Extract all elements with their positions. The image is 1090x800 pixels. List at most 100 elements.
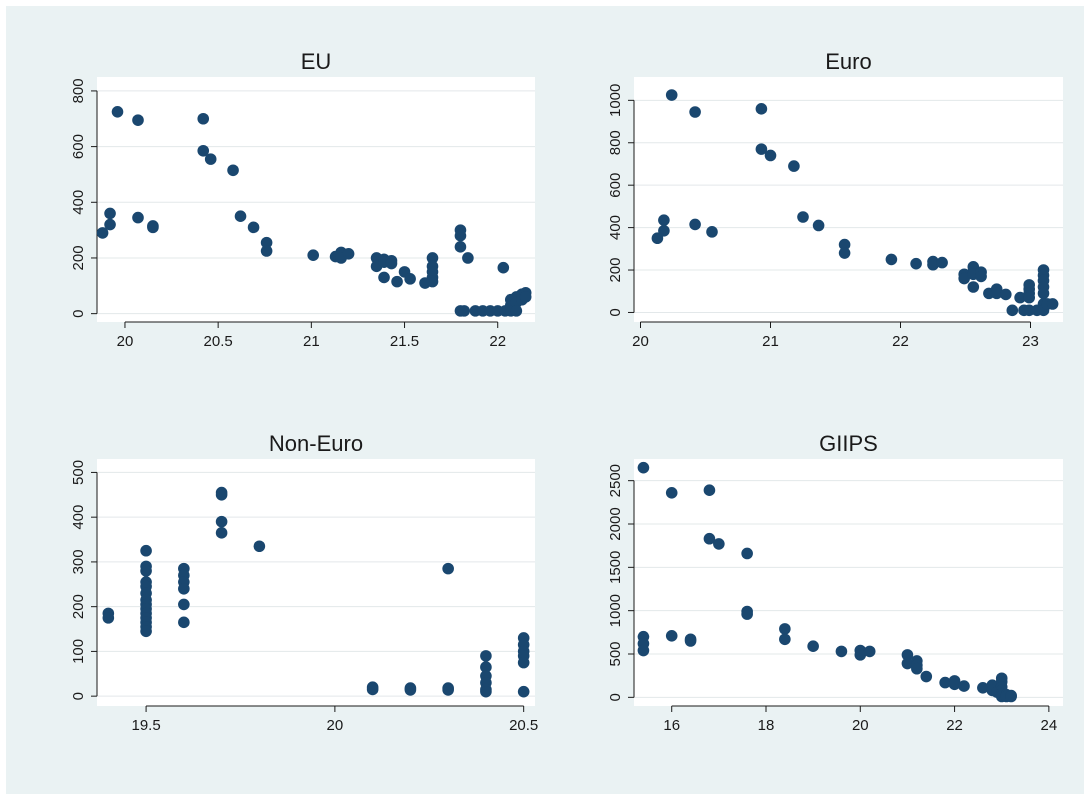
data-point-non-euro-39	[480, 685, 492, 698]
data-point-euro-19	[936, 256, 948, 269]
y-tick-label-euro-1: 200	[607, 258, 624, 283]
data-point-non-euro-35	[480, 661, 492, 673]
y-tick-label-non-euro-5: 500	[70, 460, 87, 485]
data-point-giips-27	[939, 676, 951, 689]
data-point-eu-58	[519, 291, 532, 303]
data-point-non-euro-34	[480, 650, 492, 662]
data-point-euro-11	[797, 211, 809, 223]
data-point-eu-15	[260, 245, 273, 257]
data-point-euro-7	[755, 103, 768, 115]
data-point-eu-11	[227, 164, 239, 177]
y-tick-label-giips-5: 2500	[607, 464, 624, 497]
data-point-eu-10	[204, 153, 217, 165]
data-point-non-euro-31	[442, 562, 454, 575]
data-point-euro-4	[689, 106, 701, 118]
data-point-non-euro-4	[140, 565, 152, 577]
data-point-eu-27	[385, 257, 398, 270]
data-point-non-euro-45	[517, 685, 530, 698]
data-point-giips-29	[948, 678, 961, 691]
data-point-euro-2	[658, 214, 670, 226]
data-point-non-euro-15	[140, 625, 152, 638]
plot-area-eu	[97, 77, 535, 322]
x-tick-label-euro-2: 22	[892, 333, 909, 350]
subplot-eu: EU 0 200 400 600 800 20 20.5 21 21.5 22	[70, 49, 535, 350]
plot-area-non-euro	[97, 459, 535, 706]
subplot-title-eu: EU	[301, 49, 332, 74]
data-point-giips-22	[901, 657, 914, 670]
data-point-giips-0	[637, 461, 650, 474]
data-point-eu-2	[104, 207, 116, 220]
data-point-non-euro-2	[140, 544, 152, 557]
y-tick-label-euro-4: 800	[607, 130, 624, 155]
data-point-giips-26	[920, 670, 933, 683]
x-tick-label-euro-0: 20	[632, 333, 649, 350]
data-point-eu-28	[391, 275, 403, 288]
x-tick-label-non-euro-2: 20.5	[509, 717, 538, 734]
data-point-euro-10	[788, 160, 800, 172]
plot-area-euro	[634, 77, 1063, 322]
data-point-eu-12	[234, 210, 247, 223]
data-point-non-euro-25	[215, 527, 228, 539]
x-tick-label-non-euro-1: 20	[327, 717, 344, 734]
data-point-giips-15	[779, 633, 791, 646]
data-point-giips-20	[863, 645, 876, 658]
y-tick-label-eu-1: 200	[70, 245, 87, 270]
x-tick-label-eu-1: 20.5	[204, 333, 233, 350]
x-tick-label-eu-4: 22	[489, 333, 506, 350]
data-point-euro-30	[990, 287, 1003, 300]
subplot-giips: GIIPS 0 500 1000 1500 2000 2500 16 18 20 22 24	[607, 431, 1063, 734]
data-point-euro-15	[885, 253, 898, 266]
y-tick-label-non-euro-2: 200	[70, 594, 87, 619]
subplot-non-euro: Non-Euro 0 100 200 300 400 500 19.5 20 20.5	[70, 431, 538, 734]
data-point-euro-49	[1046, 298, 1059, 310]
data-point-eu-4	[132, 114, 144, 126]
x-tick-label-eu-3: 21.5	[390, 333, 419, 350]
y-tick-label-euro-3: 600	[607, 173, 624, 198]
data-point-eu-32	[426, 252, 439, 264]
data-point-euro-5	[689, 218, 701, 231]
data-point-non-euro-28	[366, 683, 379, 696]
subplot-euro: Euro 0 200 400 600 800 1000 20 21 22 23	[607, 49, 1063, 350]
data-point-euro-21	[958, 272, 970, 285]
data-point-euro-31	[1000, 288, 1012, 301]
y-tick-label-eu-3: 600	[70, 134, 87, 159]
data-point-giips-16	[807, 640, 819, 652]
y-tick-label-giips-2: 1000	[607, 594, 624, 627]
data-point-eu-40	[462, 252, 474, 264]
data-point-non-euro-26	[253, 540, 266, 553]
data-point-giips-44	[1005, 690, 1017, 703]
data-point-eu-7	[147, 221, 159, 234]
data-point-eu-20	[342, 247, 355, 260]
x-tick-label-giips-1: 18	[758, 717, 775, 734]
data-point-euro-6	[706, 226, 718, 238]
data-point-eu-1	[104, 218, 116, 231]
x-tick-label-giips-2: 20	[852, 717, 869, 734]
data-point-non-euro-23	[215, 488, 228, 501]
data-point-giips-4	[665, 487, 678, 499]
data-point-non-euro-19	[178, 582, 190, 595]
data-point-euro-38	[1023, 291, 1035, 304]
data-point-eu-8	[197, 112, 210, 125]
data-point-euro-25	[967, 281, 980, 293]
data-point-eu-9	[197, 144, 210, 157]
data-point-giips-31	[977, 682, 989, 694]
data-point-euro-33	[1014, 291, 1026, 304]
data-point-euro-8	[755, 143, 768, 155]
data-point-giips-8	[703, 484, 716, 497]
data-point-non-euro-24	[215, 515, 228, 528]
data-point-euro-27	[975, 270, 987, 283]
data-point-non-euro-33	[442, 684, 454, 696]
data-point-eu-36	[426, 275, 439, 288]
data-point-eu-54	[510, 305, 523, 317]
data-point-euro-16	[910, 257, 922, 270]
x-tick-label-giips-0: 16	[663, 717, 680, 734]
data-point-eu-38	[454, 229, 467, 242]
data-point-non-euro-30	[404, 684, 417, 696]
data-point-giips-13	[741, 608, 753, 620]
data-point-eu-16	[307, 249, 320, 261]
x-tick-label-euro-3: 23	[1022, 333, 1039, 350]
data-point-eu-25	[378, 271, 390, 284]
data-point-giips-3	[637, 644, 650, 657]
x-tick-label-eu-2: 21	[303, 333, 320, 350]
